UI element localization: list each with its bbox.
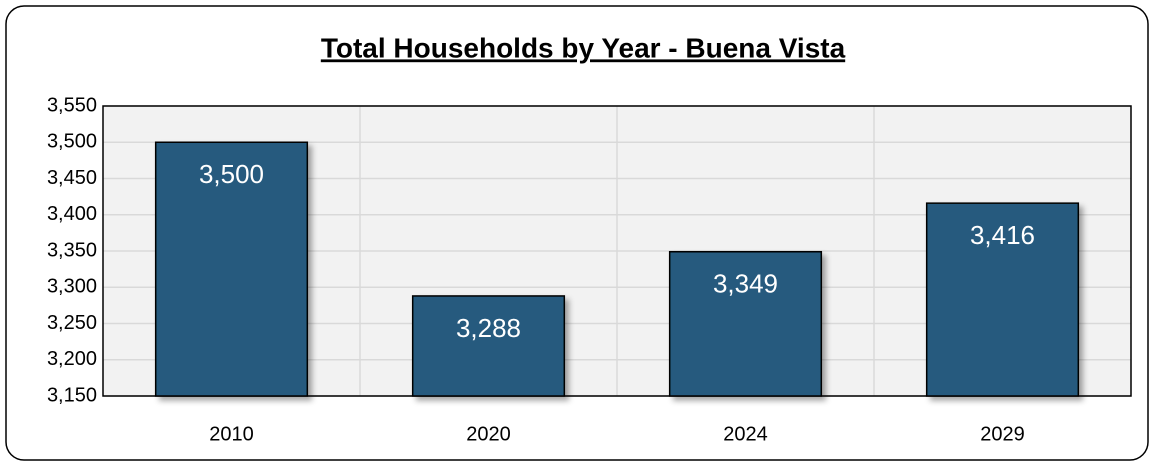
bar bbox=[925, 202, 1080, 397]
y-tick-label: 3,400 bbox=[47, 203, 97, 225]
data-label: 3,500 bbox=[199, 159, 264, 189]
y-tick-label: 3,250 bbox=[47, 312, 97, 334]
x-tick-label: 2020 bbox=[466, 423, 511, 445]
y-tick-label: 3,550 bbox=[47, 94, 97, 116]
chart-title: Total Households by Year - Buena Vista bbox=[321, 32, 846, 63]
y-tick-label: 3,500 bbox=[47, 131, 97, 153]
x-tick-label: 2024 bbox=[723, 423, 768, 445]
x-tick-label: 2010 bbox=[209, 423, 254, 445]
data-label: 3,349 bbox=[713, 269, 778, 299]
plot-frame bbox=[102, 105, 1132, 397]
y-tick-label: 3,300 bbox=[47, 276, 97, 298]
data-label: 3,416 bbox=[970, 220, 1035, 250]
y-tick-label: 3,200 bbox=[47, 348, 97, 370]
y-tick-label: 3,350 bbox=[47, 239, 97, 261]
y-tick-label: 3,150 bbox=[47, 384, 97, 406]
data-label: 3,288 bbox=[456, 313, 521, 343]
bar bbox=[154, 141, 309, 397]
bar bbox=[668, 250, 823, 397]
bar bbox=[411, 295, 566, 397]
x-tick-label: 2029 bbox=[980, 423, 1025, 445]
y-tick-label: 3,450 bbox=[47, 167, 97, 189]
